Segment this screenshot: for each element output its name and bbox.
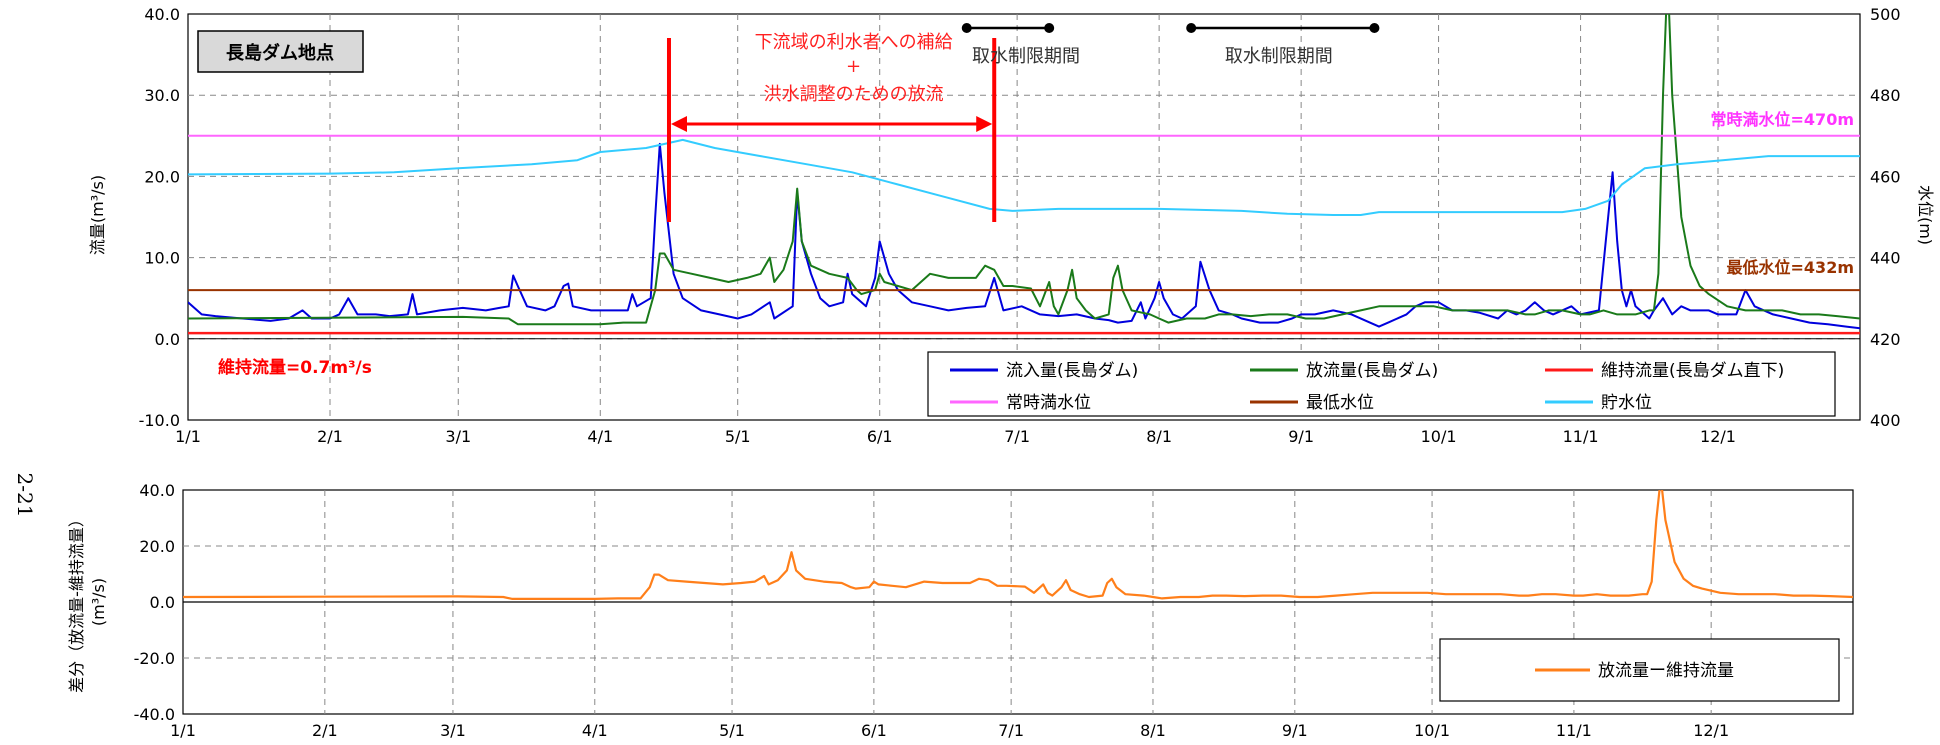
min-level-label: 最低水位=432m — [1727, 258, 1854, 277]
top-x-tick-label: 7/1 — [1004, 427, 1030, 446]
site-label: 長島ダム地点 — [226, 42, 334, 64]
bottom-x-tick-label: 10/1 — [1414, 721, 1450, 740]
top-x-tick-label: 6/1 — [867, 427, 893, 446]
legend-label-1: 放流量(長島ダム) — [1306, 361, 1438, 381]
bottom-x-tick-label: 12/1 — [1693, 721, 1729, 740]
bottom-x-tick-label: 4/1 — [582, 721, 608, 740]
top-y2-tick-label: 500 — [1870, 5, 1901, 24]
top-y-axis-title: 流量(m³/s) — [88, 175, 107, 255]
restriction-1-end-dot — [1044, 23, 1055, 33]
bottom-x-tick-label: 1/1 — [170, 721, 196, 740]
legend-label-4: 最低水位 — [1306, 393, 1374, 413]
top-y-tick-label: 10.0 — [144, 249, 180, 268]
top-series-line-1 — [188, 14, 1860, 326]
top-x-tick-label: 10/1 — [1421, 427, 1457, 446]
bottom-ticks: 1/1 2/1 3/1 4/1 5/1 6/1 7/1 8/1 9/1 10/1 11/1 12/1 -… — [134, 481, 1730, 740]
release-arrow-right-head — [976, 116, 993, 132]
bottom-series-line-0 — [183, 490, 1853, 601]
bottom-x-tick-label: 11/1 — [1556, 721, 1592, 740]
top-series — [188, 14, 1860, 335]
top-y2-tick-label: 480 — [1870, 86, 1901, 105]
bottom-y-tick-label: -40.0 — [134, 705, 175, 724]
restriction-2-end-dot — [1369, 23, 1380, 33]
top-chart: 1/1 2/1 3/1 4/1 5/1 6/1 7/1 8/1 9/1 10/1 11/1 12/1 -… — [88, 5, 1935, 446]
bottom-x-tick-label: 8/1 — [1140, 721, 1166, 740]
bottom-x-tick-label: 3/1 — [440, 721, 466, 740]
top-y2-tick-label: 400 — [1870, 411, 1901, 430]
bottom-y-tick-label: -20.0 — [134, 649, 175, 668]
top-y-tick-label: 20.0 — [144, 167, 180, 186]
top-x-tick-label: 12/1 — [1700, 427, 1736, 446]
top-y2-axis-title: 水位(m) — [1916, 185, 1935, 245]
legend-label-2: 維持流量(長島ダム直下) — [1601, 361, 1784, 381]
maintenance-flow-label: 維持流量=0.7m³/s — [218, 357, 372, 378]
top-y-tick-label: 30.0 — [144, 86, 180, 105]
bottom-series — [183, 490, 1853, 601]
restriction-2-label: 取水制限期間 — [1225, 46, 1333, 67]
top-x-tick-label: 11/1 — [1563, 427, 1599, 446]
bottom-x-tick-label: 7/1 — [998, 721, 1024, 740]
top-y-tick-label: -10.0 — [139, 411, 180, 430]
legend-label-0: 流入量(長島ダム) — [1006, 361, 1138, 381]
top-grid — [188, 14, 1860, 420]
release-annotation-text: 洪水調整のための放流 — [764, 84, 944, 105]
bottom-y-tick-label: 0.0 — [150, 593, 175, 612]
top-y-tick-label: 40.0 — [144, 5, 180, 24]
top-y2-tick-label: 460 — [1870, 167, 1901, 186]
top-x-tick-label: 5/1 — [725, 427, 751, 446]
top-legend: 流入量(長島ダム) 放流量(長島ダム) 維持流量(長島ダム直下) 常時満水位 最低水位 貯… — [927, 351, 1836, 417]
top-ticks: 1/1 2/1 3/1 4/1 5/1 6/1 7/1 8/1 9/1 10/1 11/1 12/1 -… — [139, 5, 1901, 446]
bottom-x-tick-label: 2/1 — [312, 721, 338, 740]
bottom-chart: 1/1 2/1 3/1 4/1 5/1 6/1 7/1 8/1 9/1 10/1 11/1 12/1 -… — [67, 481, 1854, 740]
top-series-line-5 — [188, 138, 1860, 216]
restriction-2-start-dot — [1186, 23, 1197, 33]
restriction-1-start-dot — [961, 23, 972, 33]
top-x-tick-label: 9/1 — [1288, 427, 1314, 446]
top-y2-tick-label: 420 — [1870, 330, 1901, 349]
bottom-y-axis-title-line1: 差分（放流量-維持流量） — [67, 511, 86, 693]
top-legend-box — [927, 351, 1836, 417]
legend-label-5: 貯水位 — [1601, 393, 1652, 413]
bottom-x-tick-label: 9/1 — [1282, 721, 1308, 740]
top-series-line-0 — [188, 142, 1860, 330]
release-annotation-text: 下流域の利水者への補給 — [755, 32, 953, 53]
site-label-box — [197, 30, 364, 73]
top-x-tick-label: 2/1 — [317, 427, 343, 446]
normal-level-label: 常時満水位=470m — [1711, 110, 1854, 129]
top-annotations: 下流域の利水者への補給 + 洪水調整のための放流 取水制限期間 取水制限期間常時満水位=… — [218, 23, 1854, 378]
top-x-tick-label: 8/1 — [1146, 427, 1172, 446]
release-arrow-left-head — [670, 116, 687, 132]
bottom-y-axis-title-line2: (m³/s) — [89, 578, 108, 626]
top-x-tick-label: 3/1 — [445, 427, 471, 446]
release-annotation-text: + — [846, 56, 861, 77]
legend-label-diff: 放流量ー維持流量 — [1598, 661, 1734, 681]
bottom-x-tick-label: 6/1 — [861, 721, 887, 740]
legend-label-3: 常時満水位 — [1006, 393, 1091, 413]
page-number: 2-21 — [13, 473, 37, 518]
bottom-x-tick-label: 5/1 — [719, 721, 745, 740]
bottom-y-tick-label: 40.0 — [139, 481, 175, 500]
top-y-tick-label: 0.0 — [155, 330, 180, 349]
restriction-1-label: 取水制限期間 — [972, 46, 1080, 67]
top-x-tick-label: 4/1 — [587, 427, 613, 446]
bottom-y-tick-label: 20.0 — [139, 537, 175, 556]
bottom-legend-box — [1439, 638, 1840, 702]
bottom-legend: 放流量ー維持流量 — [1439, 638, 1840, 702]
top-y2-tick-label: 440 — [1870, 249, 1901, 268]
top-x-tick-label: 1/1 — [175, 427, 201, 446]
